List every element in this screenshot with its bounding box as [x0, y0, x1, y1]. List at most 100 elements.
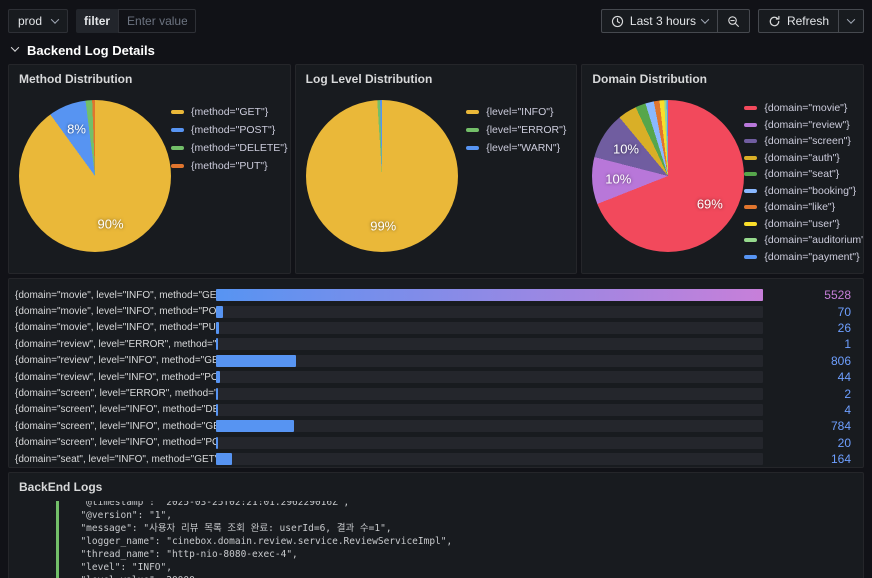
pie-disc: 99% — [305, 100, 458, 252]
legend-swatch-icon — [744, 122, 758, 127]
bar-row-label: {domain="screen", level="INFO", method="… — [15, 437, 216, 449]
method-distribution-panel: Method Distribution 90% 8% {method="GET"}… — [8, 64, 291, 274]
bar-row-label: {domain="review", level="INFO", method="… — [15, 371, 216, 383]
legend-item[interactable]: {domain="user"} — [744, 218, 863, 230]
legend-swatch-icon — [744, 205, 758, 209]
time-range-picker[interactable]: Last 3 hours — [600, 9, 718, 33]
bar-row-label: {domain="movie", level="INFO", method="P… — [15, 322, 216, 334]
filter-value-input[interactable] — [118, 9, 197, 33]
zoom-out-icon — [728, 15, 739, 27]
panel-title: Domain Distribution — [592, 72, 708, 86]
pie-chart: 90% 8% — [19, 100, 171, 252]
pie-slice-label: 10% — [612, 141, 639, 157]
chevron-down-icon — [700, 15, 710, 24]
pie-disc: 90% 8% — [19, 100, 171, 252]
legend-item[interactable]: {domain="review"} — [744, 119, 863, 131]
legend-item[interactable]: {level="WARN"} — [466, 142, 566, 154]
bar-gauge-row: {domain="seat", level="INFO", method="GE… — [15, 451, 851, 467]
bar-row-value: 4 — [844, 402, 851, 417]
bar-fill — [216, 354, 296, 367]
zoom-out-time-button[interactable] — [717, 9, 750, 33]
refresh-controls: Refresh — [757, 9, 864, 33]
bar-gauge-row: {domain="review", level="INFO", method="… — [15, 369, 851, 385]
bar-gauge-row: {domain="screen", level="INFO", method="… — [15, 435, 851, 451]
legend-swatch-icon — [744, 238, 758, 242]
bar-fill — [216, 289, 763, 302]
legend-item[interactable]: {domain="booking"} — [744, 184, 863, 197]
toolbar-right: Last 3 hours Refresh — [600, 9, 864, 33]
log-line: "thread_name": "http-nio-8080-exec-4", — [69, 549, 298, 560]
legend-item[interactable]: {level="INFO"} — [466, 106, 566, 118]
bar-track — [216, 354, 763, 367]
legend-item[interactable]: {domain="screen"} — [744, 135, 863, 147]
legend-item[interactable]: {method="PUT"} — [171, 160, 287, 172]
log-line: "level": "INFO", — [69, 562, 172, 573]
bar-row-label: {domain="review", level="INFO", method="… — [15, 355, 216, 367]
bar-gauge-row: {domain="screen", level="INFO", method="… — [15, 402, 851, 418]
log-count-bar-gauge-panel: {domain="movie", level="INFO", method="G… — [8, 278, 864, 468]
domain-distribution-panel: Domain Distribution 69% 10% 10% {domain="m… — [581, 64, 865, 274]
bar-fill — [216, 420, 294, 433]
bar-row-value: 1 — [844, 337, 851, 352]
legend-item[interactable]: {method="GET"} — [171, 106, 287, 118]
bar-gauge-row: {domain="review", level="INFO", method="… — [15, 353, 851, 369]
pie-legend: {level="INFO"} {level="ERROR"} {level="WAR… — [466, 106, 568, 252]
filter-variable: filter — [76, 9, 197, 33]
bar-row-label: {domain="screen", level="INFO", method="… — [15, 420, 216, 432]
legend-swatch-icon — [744, 139, 758, 143]
datasource-dropdown[interactable]: prod — [8, 9, 69, 33]
legend-label: {domain="payment"} — [764, 250, 860, 263]
legend-swatch-icon — [466, 146, 480, 150]
legend-item[interactable]: {level="ERROR"} — [466, 124, 566, 136]
legend-item[interactable]: {method="POST"} — [171, 124, 287, 136]
chevron-down-icon — [846, 15, 856, 24]
refresh-icon — [769, 15, 780, 26]
legend-item[interactable]: {domain="movie"} — [744, 102, 863, 114]
bar-track — [216, 387, 763, 400]
clock-icon — [611, 15, 624, 27]
legend-label: {domain="seat"} — [764, 168, 840, 180]
legend-label: {domain="booking"} — [764, 184, 857, 197]
legend-swatch-icon — [744, 172, 758, 176]
bar-row-label: {domain="movie", level="INFO", method="G… — [15, 289, 216, 301]
legend-label: {method="GET"} — [191, 106, 269, 118]
bar-fill — [216, 371, 221, 384]
legend-swatch-icon — [744, 106, 758, 110]
legend-item[interactable]: {domain="auth"} — [744, 151, 863, 164]
legend-label: {domain="screen"} — [764, 135, 851, 147]
bar-track — [216, 420, 763, 433]
bar-row-value: 164 — [830, 452, 851, 467]
legend-label: {domain="auth"} — [764, 151, 840, 164]
legend-swatch-icon — [171, 146, 184, 150]
bar-row-value: 5528 — [824, 288, 851, 303]
legend-label: {method="PUT"} — [191, 160, 268, 172]
bar-fill — [216, 436, 218, 449]
time-range-label: Last 3 hours — [629, 14, 696, 28]
refresh-button[interactable]: Refresh — [757, 9, 839, 33]
panel-title: Method Distribution — [19, 72, 133, 86]
bar-track — [216, 305, 763, 318]
bar-row-label: {domain="seat", level="INFO", method="GE… — [15, 453, 216, 465]
pie-slice-label: 10% — [605, 171, 632, 187]
bar-track — [216, 338, 763, 351]
legend-item[interactable]: {domain="like"} — [744, 201, 863, 213]
legend-label: {domain="movie"} — [764, 102, 848, 114]
legend-label: {domain="auditorium"} — [764, 234, 865, 246]
bar-row-label: {domain="movie", level="INFO", method="P… — [15, 306, 216, 318]
bar-row-value: 70 — [837, 304, 851, 319]
legend-item[interactable]: {method="DELETE"} — [171, 142, 287, 154]
legend-swatch-icon — [171, 164, 184, 168]
refresh-interval-dropdown[interactable] — [839, 9, 864, 33]
bar-track — [216, 321, 763, 334]
bar-fill — [216, 321, 219, 334]
log-line: "logger_name": "cinebox.domain.review.se… — [69, 536, 453, 547]
bar-gauge-row: {domain="movie", level="INFO", method="P… — [15, 320, 851, 336]
legend-item[interactable]: {domain="auditorium"} — [744, 234, 865, 246]
legend-item[interactable]: {domain="payment"} — [744, 250, 863, 263]
log-entry[interactable]: "@timestamp": "2025-03-25T02:21:01.29622… — [56, 501, 853, 578]
backend-logs-panel: BackEnd Logs "@timestamp": "2025-03-25T0… — [8, 472, 864, 578]
row-backend-log-details[interactable]: Backend Log Details — [8, 38, 864, 62]
filter-variable-label: filter — [76, 9, 119, 33]
bar-gauge-row: {domain="screen", level="INFO", method="… — [15, 418, 851, 434]
legend-item[interactable]: {domain="seat"} — [744, 168, 863, 180]
